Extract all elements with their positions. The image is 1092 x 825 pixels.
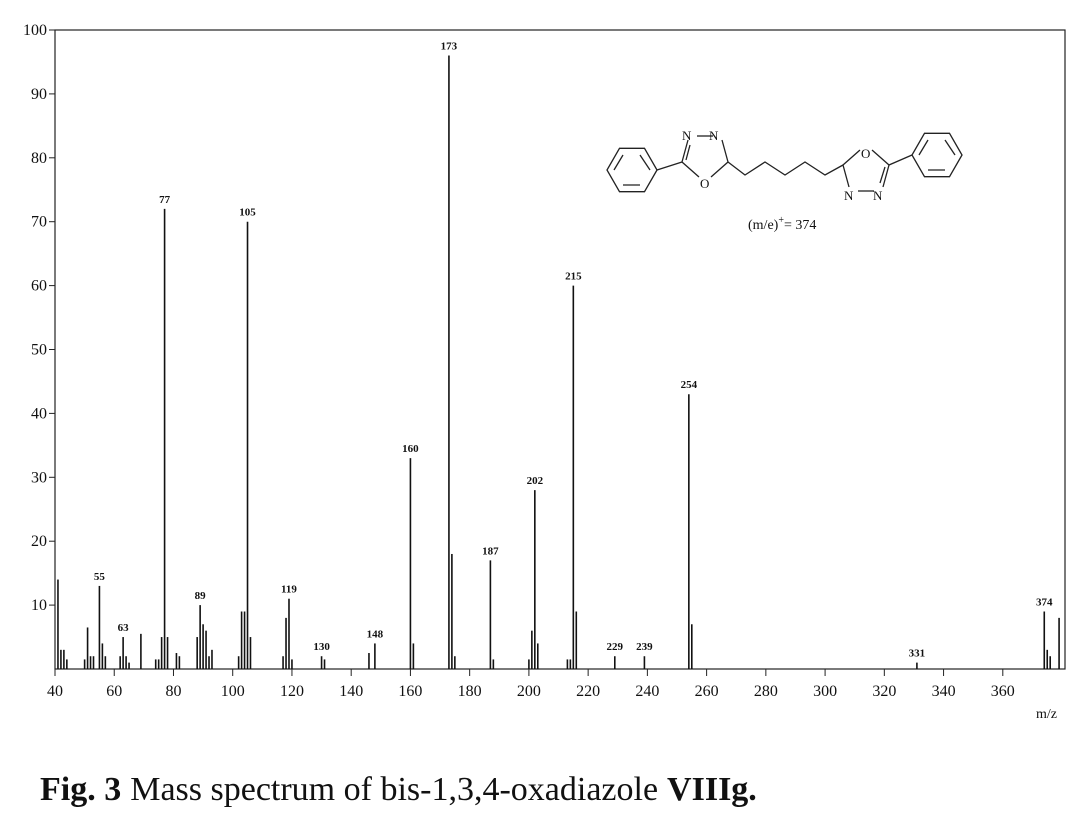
- x-tick-label: 200: [517, 683, 541, 700]
- x-tick-label: 360: [991, 683, 1015, 700]
- x-tick-label: 100: [221, 683, 245, 700]
- annotation: (m/e)+= 374: [748, 215, 816, 233]
- peak-label: 173: [441, 41, 458, 53]
- atom-o: O: [700, 176, 709, 191]
- x-tick-label: 320: [872, 683, 896, 700]
- peak-label: 229: [607, 641, 624, 653]
- x-tick-label: 280: [754, 683, 778, 700]
- peak-label: 160: [402, 443, 419, 455]
- x-axis-label: m/z: [1036, 707, 1057, 722]
- atom-n: N: [873, 188, 883, 203]
- x-tick-label: 140: [339, 683, 363, 700]
- caption-text: Mass spectrum of bis-1,3,4-oxadiazole: [130, 771, 658, 808]
- y-tick-label: 50: [31, 342, 47, 359]
- x-tick-label: 340: [932, 683, 956, 700]
- y-tick-label: 90: [31, 86, 47, 103]
- peak-label: 254: [681, 379, 698, 391]
- annotation-sup: +: [778, 215, 784, 226]
- y-tick-label: 40: [31, 405, 47, 422]
- peak-label: 119: [281, 584, 297, 596]
- x-tick-label: 40: [47, 683, 63, 700]
- peak-label: 148: [367, 628, 384, 640]
- peak-label: 202: [527, 475, 544, 487]
- x-tick-label: 260: [695, 683, 719, 700]
- peak-label: 331: [909, 648, 926, 660]
- x-tick-label: 240: [635, 683, 659, 700]
- y-tick-label: 80: [31, 150, 47, 167]
- x-tick-label: 180: [458, 683, 482, 700]
- y-tick-label: 70: [31, 214, 47, 231]
- x-tick-label: 120: [280, 683, 304, 700]
- annotation-suffix: = 374: [784, 218, 816, 233]
- x-tick-label: 160: [398, 683, 422, 700]
- atom-n: N: [844, 188, 854, 203]
- x-tick-label: 80: [165, 683, 181, 700]
- annotation-prefix: (m/e): [748, 218, 779, 233]
- y-tick-label: 10: [31, 597, 47, 614]
- atom-o: O: [861, 146, 870, 161]
- peak-label: 55: [94, 571, 106, 583]
- peak-label: 105: [239, 207, 256, 219]
- peak-label: 374: [1036, 596, 1053, 608]
- peak-label: 77: [159, 194, 171, 206]
- peak-label: 215: [565, 271, 582, 283]
- x-tick-label: 300: [813, 683, 837, 700]
- peak-label: 89: [195, 590, 207, 602]
- peak-label: 130: [313, 641, 330, 653]
- caption-compound: VIIIg.: [667, 771, 757, 808]
- x-tick-label: 60: [106, 683, 122, 700]
- y-tick-label: 100: [23, 22, 47, 39]
- structure: N N O O N N: [606, 128, 963, 203]
- y-tick-label: 30: [31, 469, 47, 486]
- peak-label: 239: [636, 641, 653, 653]
- peak-label: 63: [118, 622, 130, 634]
- atom-n: N: [682, 128, 692, 143]
- atom-n: N: [709, 128, 719, 143]
- x-tick-label: 220: [576, 683, 600, 700]
- y-tick-label: 60: [31, 278, 47, 295]
- y-tick-label: 20: [31, 533, 47, 550]
- peak-label: 187: [482, 545, 499, 557]
- caption-label: Fig. 3: [40, 771, 121, 808]
- plot-frame: [54, 29, 1066, 670]
- caption: Fig. 3 Mass spectrum of bis-1,3,4-oxadiaz…: [40, 771, 757, 808]
